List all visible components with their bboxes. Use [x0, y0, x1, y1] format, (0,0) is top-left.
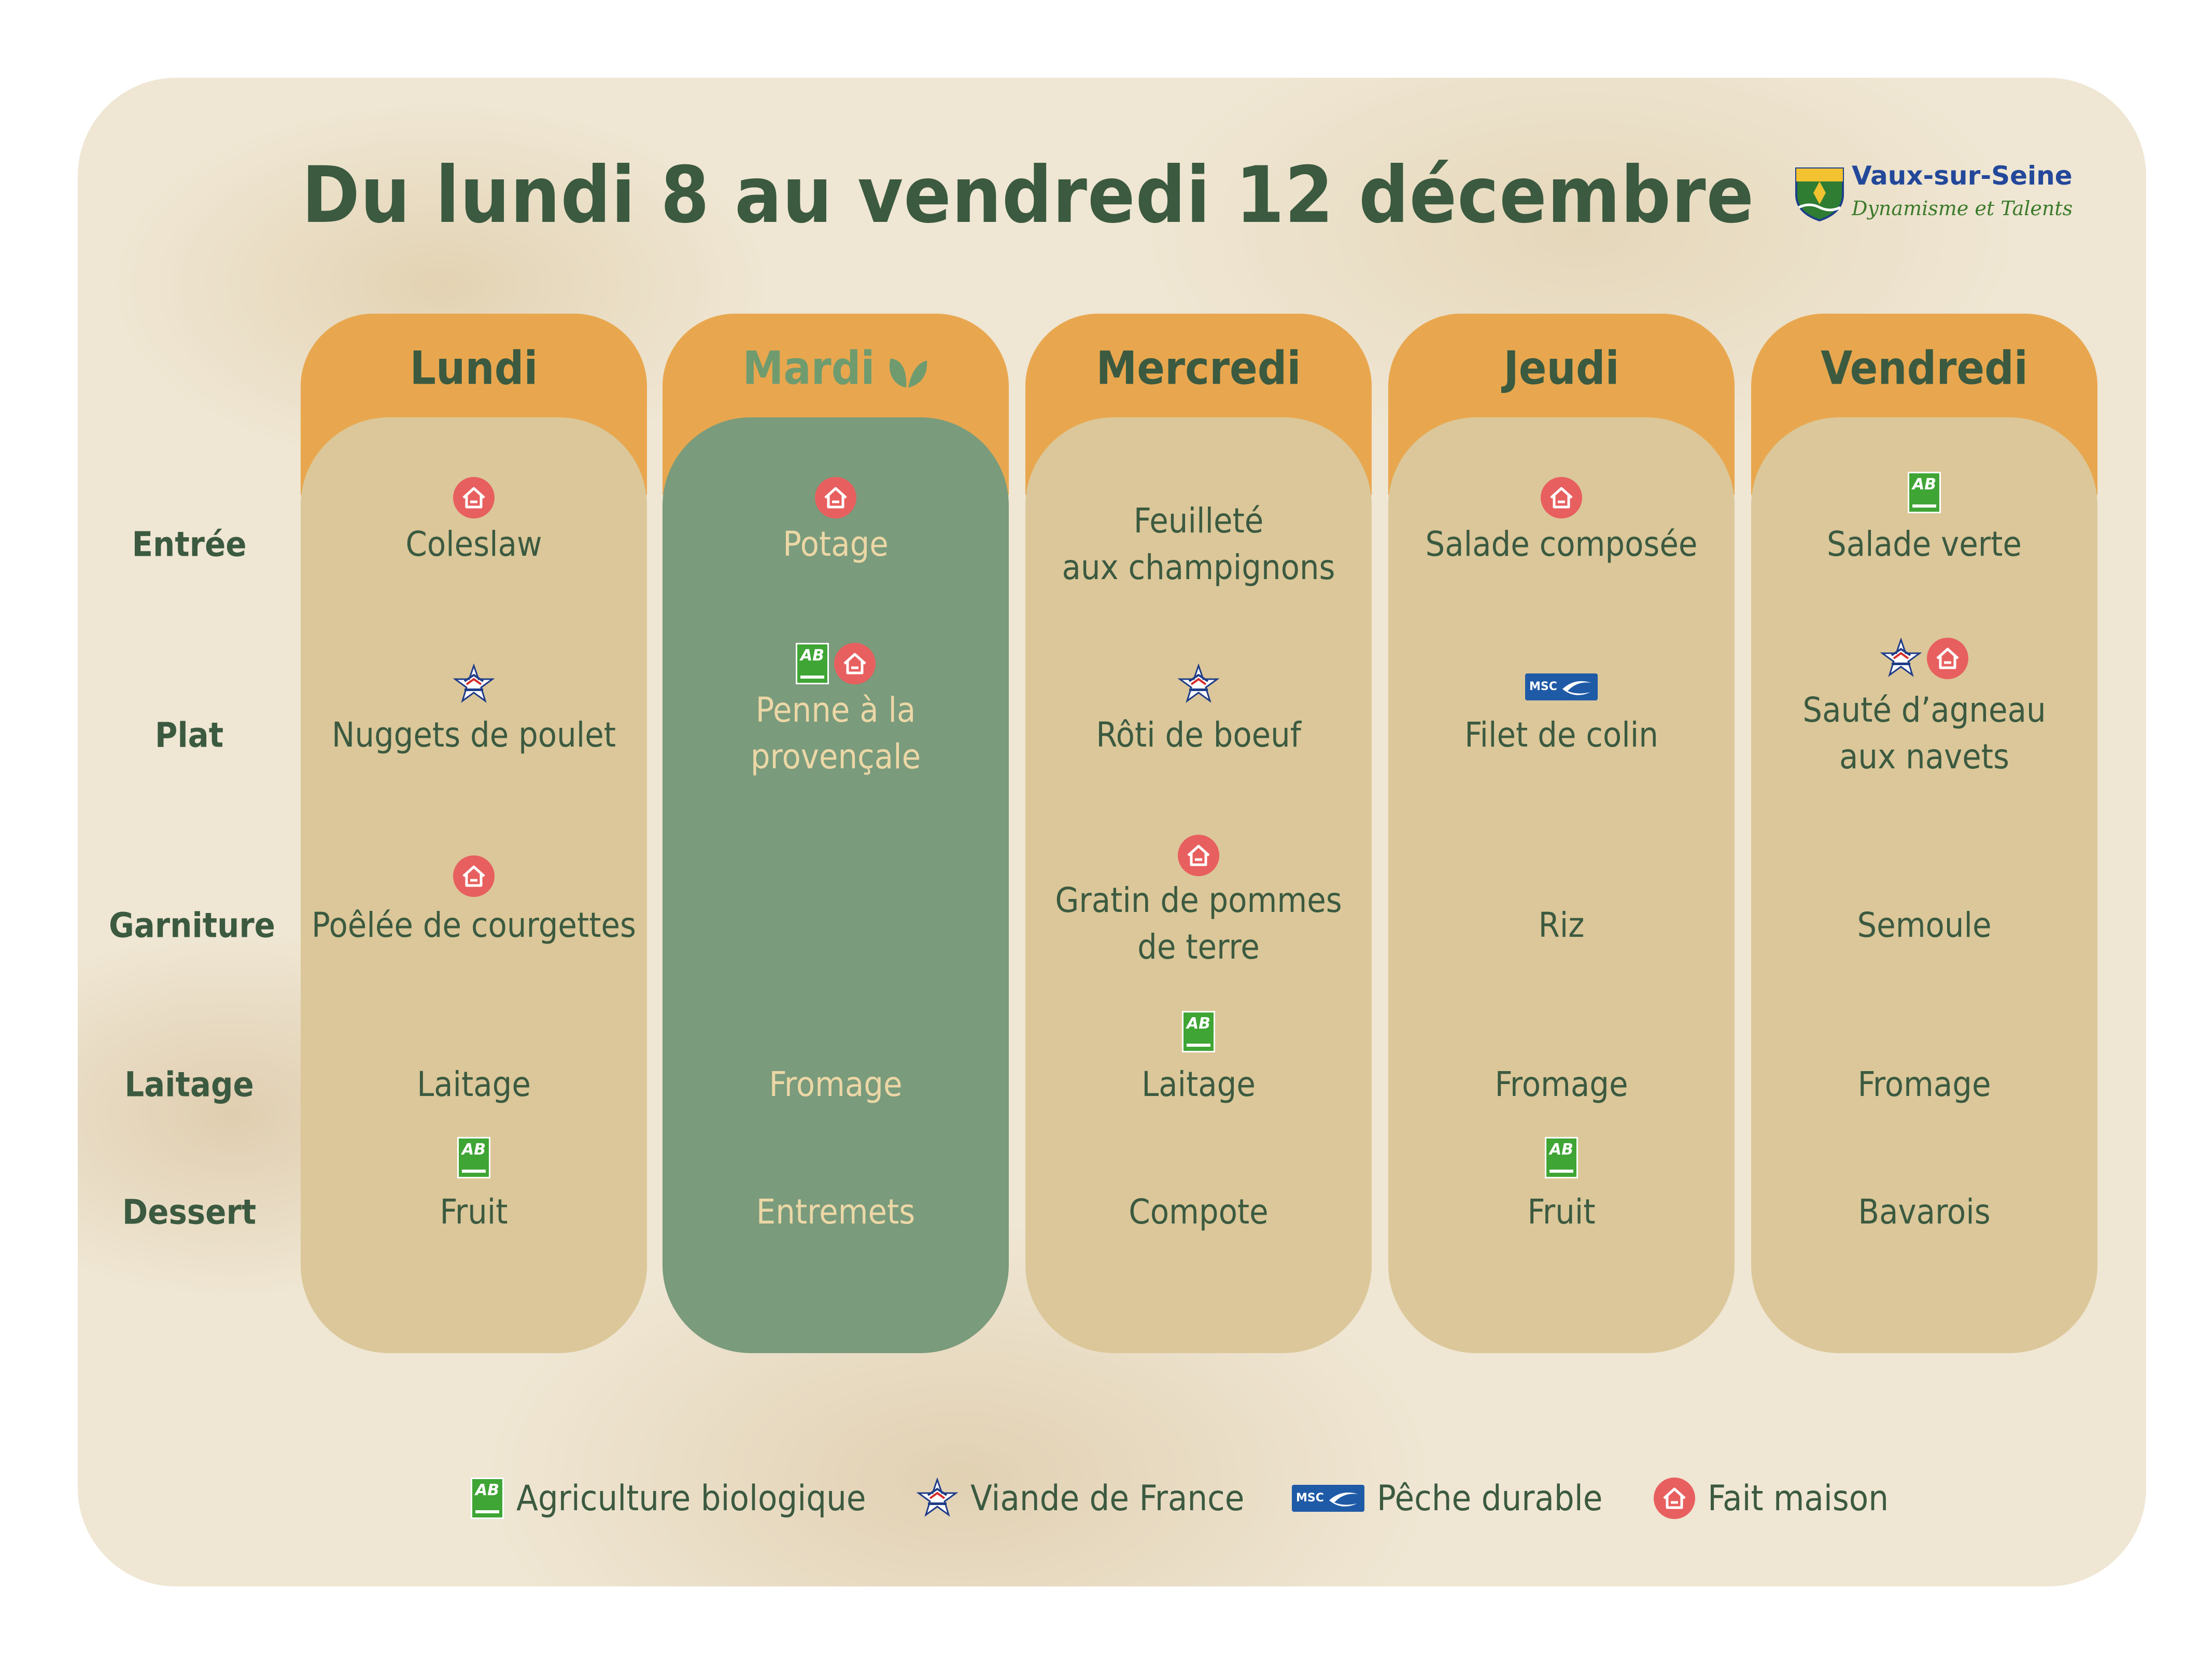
day-body: [1388, 417, 1735, 1353]
ab-organic-icon: AB: [457, 1137, 490, 1178]
row-label-plat: Plat: [154, 715, 224, 755]
row-label-entree: Entrée: [132, 524, 247, 565]
badges: MSC: [1388, 671, 1735, 702]
viande-de-france-icon: [453, 663, 495, 705]
menu-item-laitage: Fromage: [1495, 1064, 1628, 1104]
menu-item-laitage: Laitage: [417, 1064, 531, 1104]
logo-slogan: Dynamisme et Talents: [1852, 197, 2073, 220]
ab-organic-icon: AB: [1545, 1137, 1578, 1178]
menu-item-garniture: Gratin de pommes de terre: [1055, 880, 1342, 967]
menu-item-entree: Potage: [783, 524, 889, 564]
day-column-mardi: Mardi Potage AB Penne à la provençale Fro…: [663, 314, 1009, 1353]
menu-item-dessert: Compote: [1129, 1192, 1269, 1232]
viande-de-france-icon: [916, 1477, 959, 1519]
menu-item-entree: Salade verte: [1827, 524, 2022, 564]
viande-de-france-icon: [1177, 663, 1220, 705]
menu-item-garniture: Poêlée de courgettes: [312, 905, 636, 945]
ab-organic-icon: AB: [1908, 472, 1941, 513]
day-name: Vendredi: [1821, 341, 2028, 395]
menu-item-plat: Nuggets de poulet: [331, 715, 616, 755]
menu-item-plat: Filet de colin: [1464, 715, 1658, 755]
svg-text:MSC: MSC: [1296, 1492, 1324, 1505]
ab-organic-icon: AB: [1182, 1011, 1215, 1052]
menu-item-entree: Coleslaw: [405, 524, 542, 564]
fait-maison-icon: [815, 477, 856, 518]
crest-icon: [1795, 167, 1844, 222]
fait-maison-icon: [834, 643, 876, 684]
row-label-garniture: Garniture: [109, 905, 275, 946]
legend-label: Agriculture biologique: [516, 1478, 866, 1519]
menu-item-laitage: Laitage: [1142, 1064, 1256, 1104]
menu-item-garniture: Riz: [1538, 905, 1585, 945]
msc-icon: MSC: [1292, 1483, 1364, 1514]
day-body: [1751, 417, 2097, 1353]
legend-item-organic: AB Agriculture biologique: [471, 1475, 866, 1522]
badges: [1025, 663, 1372, 705]
vegetarian-leaf-icon: [889, 358, 927, 388]
row-label-dessert: Dessert: [122, 1192, 257, 1232]
menu-item-garniture: Semoule: [1857, 905, 1992, 945]
fait-maison-icon: [453, 855, 495, 897]
fait-maison-icon: [1541, 477, 1582, 518]
menu-item-laitage: Fromage: [1857, 1064, 1991, 1104]
logo-name: Vaux-sur-Seine: [1852, 161, 2073, 191]
legend-item-fait-maison: Fait maison: [1654, 1475, 1889, 1522]
day-body: [1025, 417, 1372, 1353]
legend-item-viande: Viande de France: [916, 1475, 1245, 1522]
legend-label: Pêche durable: [1377, 1478, 1603, 1519]
legend-item-msc: MSC Pêche durable: [1292, 1475, 1602, 1522]
day-column-mercredi: Mercredi Feuilleté aux champignons Rôti d…: [1025, 314, 1372, 1353]
menu-item-plat: Sauté d’agneau aux navets: [1802, 690, 2046, 777]
day-column-jeudi: Jeudi Salade composée MSC Filet de colin…: [1388, 314, 1735, 1353]
msc-icon: MSC: [1525, 671, 1598, 702]
page-title: Du lundi 8 au vendredi 12 décembre: [302, 150, 1755, 241]
menu-item-plat: Rôti de boeuf: [1096, 715, 1301, 755]
row-label-laitage: Laitage: [124, 1064, 254, 1105]
badges: AB: [1025, 1011, 1372, 1052]
day-name: Mercredi: [1096, 341, 1301, 395]
menu-item-entree: Feuilleté aux champignons: [1062, 501, 1335, 587]
badges: AB: [1751, 472, 2097, 513]
menu-item-plat: Penne à la provençale: [750, 690, 921, 777]
badges: [301, 663, 647, 705]
badges: AB: [663, 643, 1009, 684]
badges: [1388, 477, 1735, 518]
menu-item-dessert: Entremets: [756, 1192, 915, 1232]
svg-text:MSC: MSC: [1529, 680, 1557, 693]
legend-label: Fait maison: [1708, 1478, 1889, 1519]
day-name: Mardi: [663, 342, 1009, 395]
menu-item-dessert: Bavarois: [1858, 1192, 1991, 1232]
fait-maison-icon: [1654, 1478, 1695, 1519]
ab-organic-icon: AB: [471, 1478, 504, 1519]
badges: AB: [1388, 1137, 1735, 1178]
day-name: Lundi: [410, 341, 538, 395]
badges: [1025, 835, 1372, 876]
day-column-vendredi: Vendredi AB Salade verte Sauté d’agneau a…: [1751, 314, 2097, 1353]
menu-item-dessert: Fruit: [440, 1192, 508, 1232]
badges: [1751, 637, 2097, 679]
legend-label: Viande de France: [970, 1478, 1245, 1519]
fait-maison-icon: [1927, 638, 1968, 679]
menu-item-dessert: Fruit: [1527, 1192, 1596, 1232]
badges: AB: [301, 1137, 647, 1178]
viande-de-france-icon: [1880, 637, 1922, 679]
fait-maison-icon: [1178, 835, 1219, 876]
town-logo: Vaux-sur-Seine Dynamisme et Talents: [1794, 161, 2073, 238]
menu-item-laitage: Fromage: [769, 1064, 903, 1104]
badges: [663, 477, 1009, 518]
day-column-lundi: Lundi Coleslaw Nuggets de poulet Poêlée …: [301, 314, 647, 1353]
day-name: Jeudi: [1503, 341, 1619, 395]
day-body: [663, 417, 1009, 1353]
badges: [301, 477, 647, 518]
menu-item-entree: Salade composée: [1425, 524, 1698, 564]
badges: [301, 855, 647, 897]
fait-maison-icon: [453, 477, 495, 518]
ab-organic-icon: AB: [796, 643, 829, 684]
